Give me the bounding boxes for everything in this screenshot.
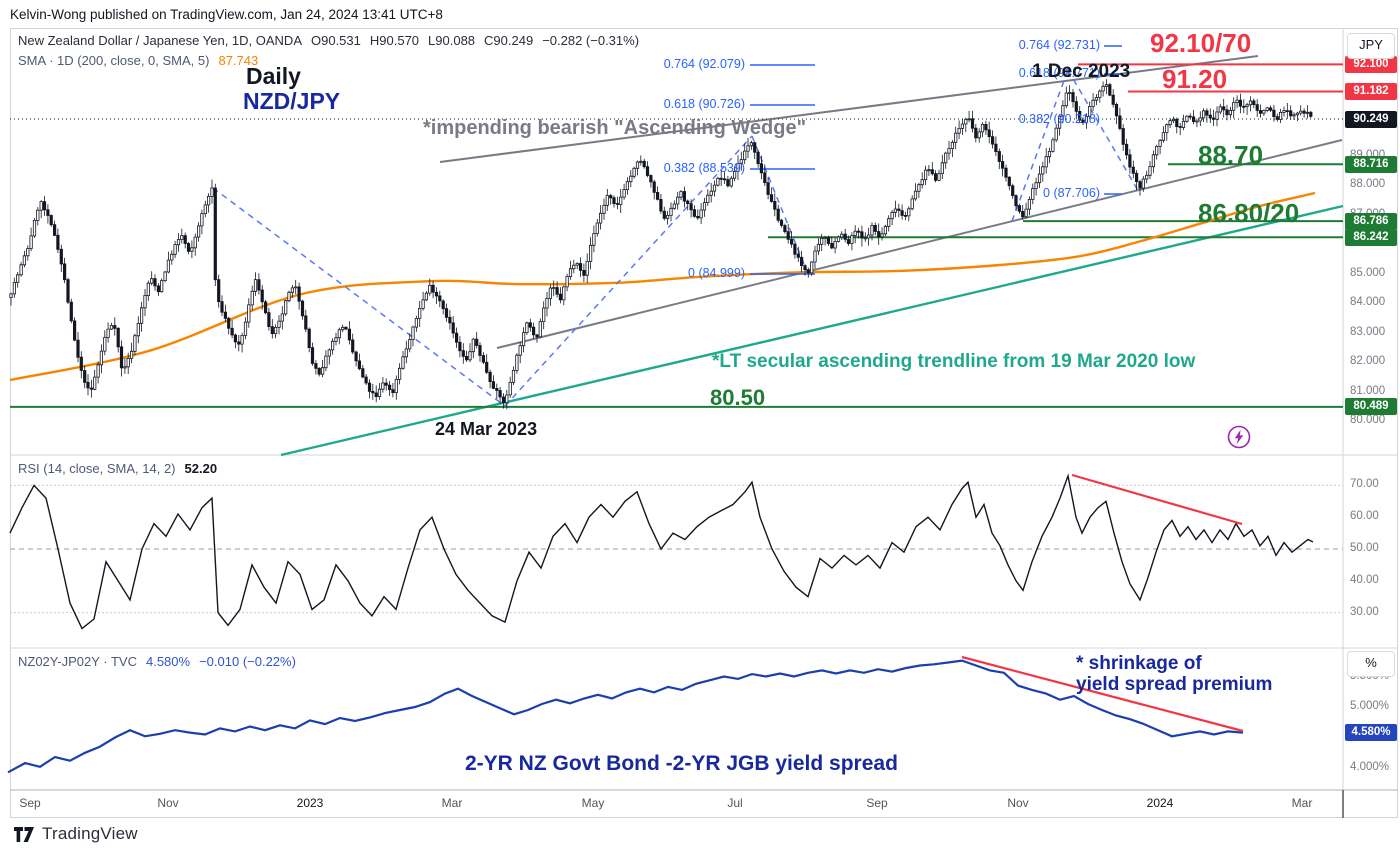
yield-axis-percent-button[interactable]: % [1347,651,1395,677]
price-badge-92.100: 92.100 [1345,55,1397,73]
price-badge-86.242: 86.242 [1345,228,1397,246]
ohlc-high: H90.570 [369,33,420,48]
candle-bodies-down [42,84,1313,403]
rsi-value: 52.20 [184,461,218,476]
fib-anchor-dashed-3 [1011,69,1069,222]
price-badge-88.716: 88.716 [1345,155,1397,173]
footer: TradingView [14,824,138,844]
time-axis-label-Mar: Mar [441,796,463,810]
rsi-tick-label: 70.00 [1350,478,1379,491]
fib-label: 0.618 (91.771) [1018,66,1100,80]
price-tick-label: 80.000 [1350,414,1386,427]
chart-frame [10,28,1398,818]
published-byline: Kelvin-Wong published on TradingView.com… [10,7,443,22]
yield-tick-label: 4.000% [1350,761,1390,773]
price-tick-label: 84.000 [1350,296,1386,309]
fib-label: 0.382 (90.218) [1018,112,1100,126]
annotation-support-80: 80.50 [710,385,766,410]
yield-value: 4.580% [145,654,191,669]
sma-value: 87.743 [218,53,259,68]
fib-anchor-dashed-2 [751,135,809,275]
time-axis-label-May: May [581,796,605,810]
fib-anchor-dashed-4 [1067,69,1141,195]
fib-label: 0 (84.999) [688,266,745,280]
time-axis-label-Sep: Sep [866,796,888,810]
annotation-symbol: NZD/JPY [243,88,341,114]
annotation-support-86: 86.80/20 [1198,198,1300,228]
fib-label: 0.618 (90.726) [663,97,745,111]
fib-label: 0.764 (92.731) [1018,38,1100,52]
ohlc-low: L90.088 [428,33,476,48]
price-tick-label: 85.000 [1350,266,1386,279]
sma-label: SMA · 1D (200, close, 0, SMA, 5) [18,53,210,68]
tradingview-logo-icon [14,826,34,842]
annotation-date-low: 24 Mar 2023 [435,419,538,439]
rsi-tick-label: 40.00 [1350,573,1379,586]
rsi-line [9,473,1314,630]
candle-bodies-up [9,84,1309,404]
lt-ascending-trendline [280,204,1344,457]
price-badge-90.249: 90.249 [1345,110,1397,128]
wedge-line-lower [496,139,1343,349]
yield-symbol: NZ02Y-JP02Y · TVC [18,654,137,669]
rsi-descending-trendline [1071,473,1243,526]
rsi-tick-label: 60.00 [1350,510,1379,523]
rsi-label: RSI (14, close, SMA, 14, 2) [18,461,176,476]
price-axis-currency-button[interactable]: JPY [1347,33,1395,59]
yield-badge-4.580%: 4.580% [1345,724,1397,742]
fib-label: 0 (87.706) [1043,186,1100,200]
time-axis-label-Nov: Nov [157,796,179,810]
annotation-date-peak: 1 Dec 2023 [1032,61,1131,82]
time-axis-label-2023: 2023 [296,796,324,810]
price-tick-label: 83.000 [1350,325,1386,338]
fib-anchor-dashed-0 [212,187,506,407]
fib-anchor-dashed-1 [504,135,753,407]
fib-label: 0.764 (92.079) [663,57,745,71]
price-tick-label: 82.000 [1350,355,1386,368]
rsi-tick-label: 30.00 [1350,605,1379,618]
price-badge-80.489: 80.489 [1345,398,1397,416]
fib-label: 0.382 (88.539) [663,161,745,175]
symbol-title: New Zealand Dollar / Japanese Yen, 1D, O… [18,33,302,48]
ohlc-close: C90.249 [484,33,534,48]
time-axis-label-Jul: Jul [727,796,743,810]
lightning-bolt-icon [1227,425,1251,449]
annotation-timeframe: Daily [246,63,301,89]
annotation-shrinkage-line1: * shrinkage of [1076,653,1202,674]
annotation-shrinkage-line2: yield spread premium [1076,674,1273,695]
price-badge-91.182: 91.182 [1345,82,1397,100]
sma-indicator-legend[interactable]: SMA · 1D (200, close, 0, SMA, 5) 87.743 [18,53,267,68]
annotation-wedge: *impending bearish "Ascending Wedge" [423,117,807,139]
annotation-resistance-91: 91.20 [1162,64,1228,94]
price-tick-label: 88.000 [1350,178,1386,191]
yield-descending-trendline [961,655,1244,733]
main-symbol-legend[interactable]: New Zealand Dollar / Japanese Yen, 1D, O… [18,33,648,48]
price-tick-label: 81.000 [1350,384,1386,397]
yield-spread-line [7,659,1244,774]
time-axis-label-2024: 2024 [1146,796,1174,810]
time-axis-label-Mar: Mar [1291,796,1313,810]
quick-trade-lightning-icon[interactable] [1226,424,1252,450]
annotation-lt-trendline: *LT secular ascending trendline from 19 … [712,351,1196,372]
yield-symbol-legend[interactable]: NZ02Y-JP02Y · TVC 4.580% −0.010 (−0.22%) [18,654,305,669]
tradingview-brand-text: TradingView [42,824,138,843]
annotation-resistance-92: 92.10/70 [1150,28,1252,58]
annotation-yield-caption: 2-YR NZ Govt Bond -2-YR JGB yield spread [465,752,898,775]
ohlc-open: O90.531 [311,33,361,48]
ohlc-change: −0.282 (−0.31%) [542,33,640,48]
yield-change: −0.010 (−0.22%) [199,654,296,669]
price-badge-86.786: 86.786 [1345,212,1397,230]
annotation-support-88: 88.70 [1198,140,1264,170]
yield-tick-label: 5.000% [1350,700,1390,712]
rsi-indicator-legend[interactable]: RSI (14, close, SMA, 14, 2) 52.20 [18,461,226,476]
time-axis-label-Sep: Sep [19,796,41,810]
rsi-tick-label: 50.00 [1350,542,1379,554]
time-axis-label-Nov: Nov [1007,796,1029,810]
